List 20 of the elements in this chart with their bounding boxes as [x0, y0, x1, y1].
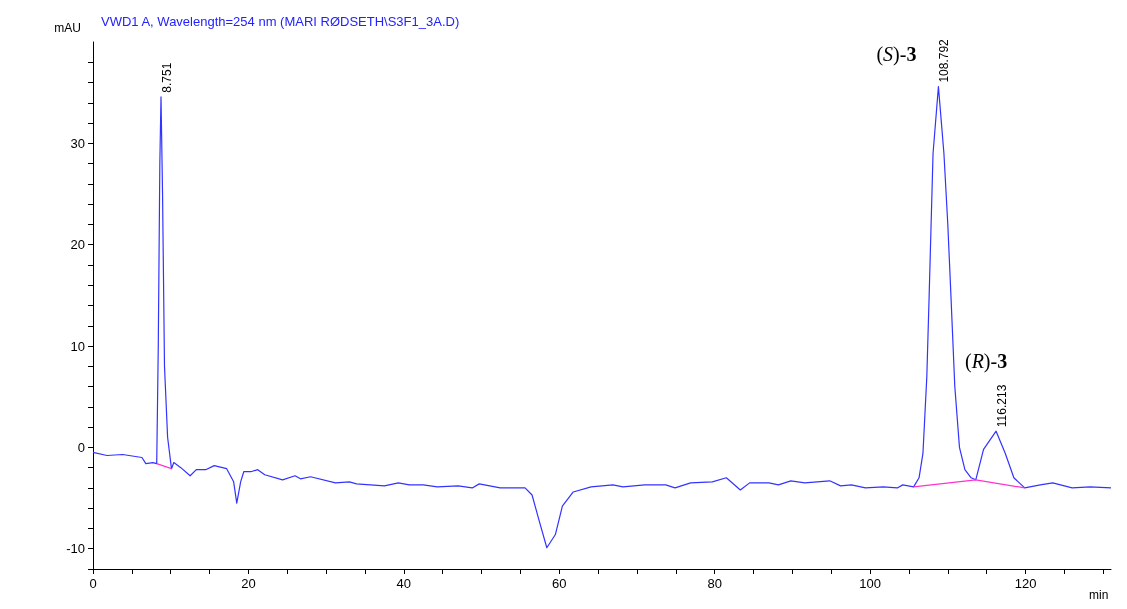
x-axis-title: min	[1089, 588, 1109, 602]
x-tick-label: 0	[89, 576, 97, 591]
y-tick-label: 10	[70, 338, 85, 354]
x-tick-label: 20	[241, 576, 256, 591]
x-tick-label: 80	[707, 576, 722, 591]
annotation: (R)-3	[964, 350, 1008, 374]
y-tick-label: 20	[70, 237, 85, 253]
x-tick-label: 60	[552, 576, 567, 591]
y-tick-label: -10	[66, 541, 85, 557]
y-axis-title: mAU	[54, 21, 81, 35]
x-tick-label: 100	[859, 576, 881, 591]
x-tick-label: 40	[396, 576, 412, 591]
chart-title: VWD1 A, Wavelength=254 nm (MARI RØDSETH\S3F1_3A.D)	[101, 14, 460, 29]
annotation: 116.213	[995, 384, 1010, 428]
y-tick-label: 0	[77, 439, 85, 455]
annotation: 108.792	[937, 38, 952, 83]
annotation: (S)-3	[876, 43, 917, 66]
annotation: 8.751	[160, 62, 174, 93]
x-tick-label: 120	[1014, 576, 1037, 591]
y-tick-label: 30	[70, 135, 85, 151]
